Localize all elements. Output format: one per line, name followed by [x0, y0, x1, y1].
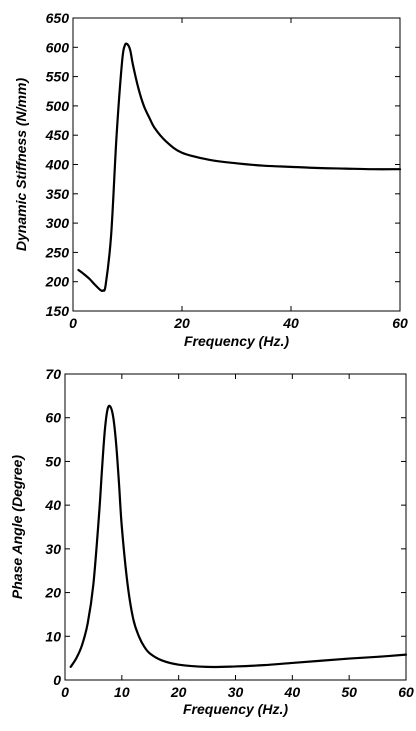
stiffness-y-tick-label: 350	[46, 186, 70, 202]
phase-x-tick-label: 60	[398, 684, 414, 700]
stiffness-y-tick-label: 500	[46, 98, 70, 114]
phase-y-tick-label: 0	[53, 672, 61, 688]
stiffness-y-tick-label: 650	[46, 10, 70, 26]
phase-x-tick-label: 10	[114, 684, 130, 700]
phase-y-tick-label: 50	[45, 453, 61, 469]
phase-series-line	[69, 404, 408, 669]
phase-angle-chart: 0 10 20 30 40 50 60 0 10 20 30 40 50 60 70 Frequency (H…	[9, 366, 414, 717]
stiffness-y-tick-label: 150	[46, 303, 70, 319]
stiffness-y-tick-label: 250	[45, 244, 70, 260]
phase-x-tick-label: 50	[341, 684, 357, 700]
stiffness-y-axis-label: Dynamic Stiffness (N/mm)	[13, 78, 29, 252]
stiffness-x-tick-label: 20	[173, 315, 190, 331]
phase-plot-frame	[64, 373, 407, 681]
phase-y-tick-label: 40	[44, 497, 61, 513]
phase-y-tick-label: 10	[45, 628, 61, 644]
stiffness-series-line	[77, 42, 402, 293]
phase-x-tick-label: 30	[228, 684, 244, 700]
stiffness-x-axis-label: Frequency (Hz.)	[184, 333, 289, 349]
phase-y-tick-label: 30	[45, 541, 61, 557]
stiffness-y-tick-label: 550	[46, 69, 70, 85]
stiffness-y-tick-label: 400	[45, 157, 70, 173]
stiffness-y-tick-label: 200	[45, 274, 70, 290]
stiffness-y-tick-label: 600	[46, 39, 70, 55]
stiffness-x-tick-label: 40	[282, 315, 299, 331]
phase-y-axis-label: Phase Angle (Degree)	[9, 455, 25, 600]
phase-x-tick-label: 20	[170, 684, 187, 700]
stiffness-chart: 0 20 40 60 150 200 250 300 350 400 450 500 550 600 650…	[13, 10, 408, 349]
phase-x-tick-label: 40	[284, 684, 301, 700]
phase-x-tick-label: 0	[61, 684, 69, 700]
phase-y-tick-label: 20	[44, 585, 61, 601]
phase-y-tick-label: 70	[45, 366, 61, 382]
stiffness-y-tick-label: 300	[46, 215, 70, 231]
phase-x-axis-label: Frequency (Hz.)	[183, 701, 288, 717]
phase-y-tick-label: 60	[45, 410, 61, 426]
stiffness-x-tick-label: 60	[392, 315, 408, 331]
stiffness-y-tick-label: 450	[45, 127, 70, 143]
stiffness-x-tick-label: 0	[69, 315, 77, 331]
